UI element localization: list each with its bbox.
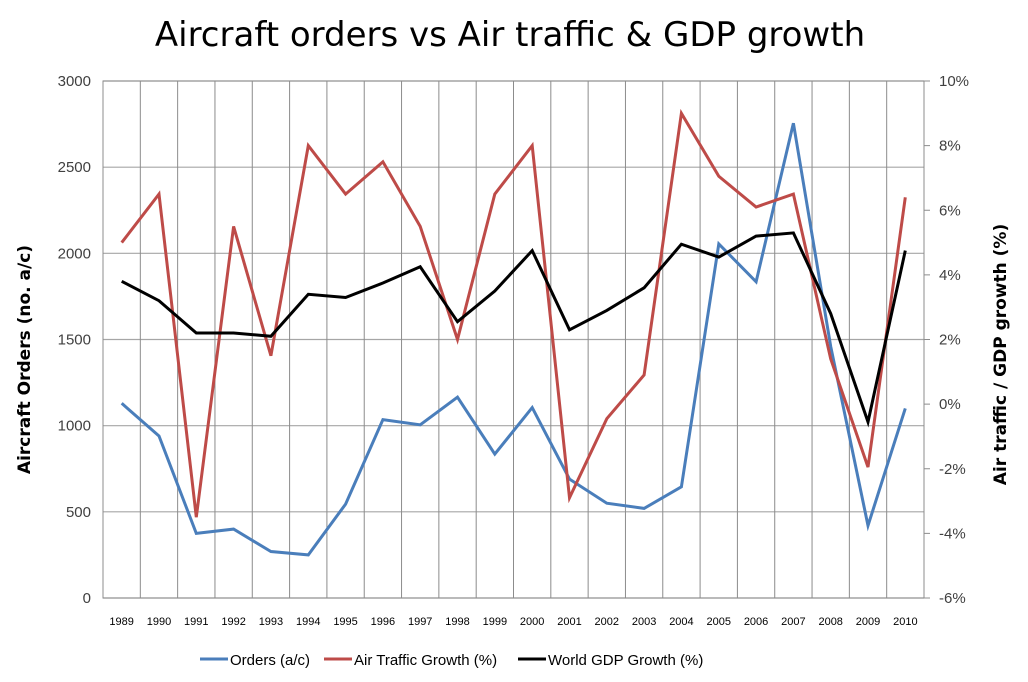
x-tick-label: 1991 <box>184 616 208 628</box>
right-tick-label: 0% <box>939 396 961 413</box>
x-tick-label: 1989 <box>109 616 133 628</box>
grid <box>103 80 924 599</box>
x-tick-label: 1995 <box>333 616 357 628</box>
right-tick-label: -4% <box>939 525 966 542</box>
x-tick-label: 1993 <box>259 616 283 628</box>
x-tick-label: 1996 <box>371 616 395 628</box>
x-tick-label: 2000 <box>520 616 544 628</box>
series-line-3 <box>121 231 907 428</box>
left-tick-label: 1500 <box>58 332 91 349</box>
x-axis-ticks: 1989 1990 1991 1992 1993 1994 1995 1996 1997 1998… <box>109 616 917 628</box>
x-tick-label: 2009 <box>856 616 880 628</box>
x-tick-label: 1992 <box>221 616 245 628</box>
left-tick-label: 2500 <box>58 159 91 176</box>
x-tick-label: 2010 <box>893 616 917 628</box>
x-tick-label: 1994 <box>296 616 320 628</box>
left-axis-title: Aircraft Orders (no. a/c) <box>15 245 35 474</box>
legend-label: Orders (a/c) <box>230 652 310 669</box>
right-tick-label: 8% <box>939 138 961 155</box>
right-axis-ticks: -6% -4% -2% 0% 2% 4% 6% 8% 10% <box>923 73 969 607</box>
right-axis-title: Air traffic / GDP growth (%) <box>991 224 1011 485</box>
legend-label: Air Traffic Growth (%) <box>354 652 497 669</box>
x-tick-label: 2003 <box>632 616 656 628</box>
x-tick-label: 1990 <box>147 616 171 628</box>
left-tick-label: 500 <box>66 504 91 521</box>
legend: Orders (a/c) Air Traffic Growth (%) World … <box>200 652 703 669</box>
x-tick-label: 2001 <box>557 616 581 628</box>
x-tick-label: 2006 <box>744 616 768 628</box>
right-tick-label: -2% <box>939 461 966 478</box>
left-tick-label: 3000 <box>58 73 91 90</box>
series-group <box>120 108 907 557</box>
right-tick-label: 6% <box>939 202 961 219</box>
left-tick-label: 1000 <box>58 418 91 435</box>
right-tick-label: -6% <box>939 590 966 607</box>
x-tick-label: 1998 <box>445 616 469 628</box>
chart-title: Aircraft orders vs Air traffic & GDP gro… <box>155 15 865 55</box>
right-tick-label: 10% <box>939 73 969 90</box>
series-line-1 <box>120 122 907 557</box>
legend-label: World GDP Growth (%) <box>548 652 703 669</box>
x-tick-label: 2008 <box>818 616 842 628</box>
x-tick-label: 1997 <box>408 616 432 628</box>
left-axis-ticks: 0 500 1000 1500 2000 2500 3000 <box>58 73 91 607</box>
left-tick-label: 2000 <box>58 245 91 262</box>
right-tick-label: 4% <box>939 267 961 284</box>
x-tick-label: 2004 <box>669 616 693 628</box>
right-tick-label: 2% <box>939 332 961 349</box>
x-tick-label: 2002 <box>595 616 619 628</box>
x-tick-label: 2007 <box>781 616 805 628</box>
left-tick-label: 0 <box>83 590 91 607</box>
x-tick-label: 1999 <box>483 616 507 628</box>
x-tick-label: 2005 <box>707 616 731 628</box>
series-line-2 <box>120 108 907 518</box>
